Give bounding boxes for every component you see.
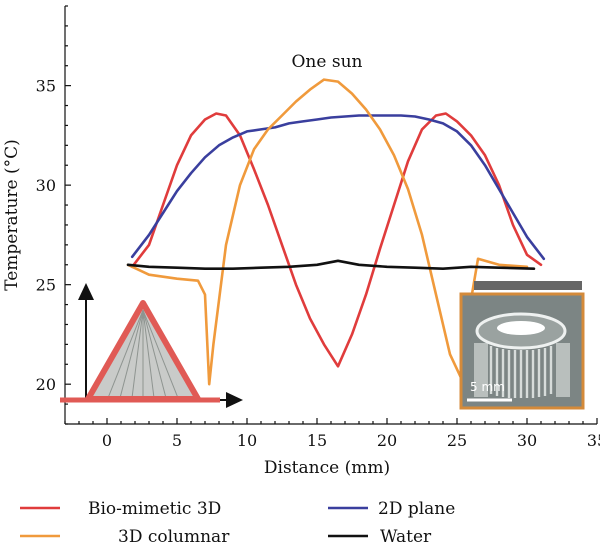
x-tick-label: 35 [587, 431, 600, 450]
legend-label-bio-mimetic-3d: Bio-mimetic 3D [88, 499, 221, 519]
photo-pedestal-right [556, 343, 570, 397]
y-tick-label: 25 [36, 276, 56, 295]
photo-ring-inner [497, 321, 545, 335]
photo-pedestal-left [474, 343, 488, 397]
legend: Bio-mimetic 3D 2D plane 3D columnar Water [20, 499, 455, 547]
x-tick-label: 15 [307, 431, 327, 450]
pyramid-inset [60, 283, 243, 408]
x-axis-label: Distance (mm) [264, 458, 390, 478]
inset-horizontal-arrowhead [226, 392, 243, 408]
x-tick-label: 30 [517, 431, 537, 450]
series-line-2d-plane [130, 114, 546, 261]
y-tick-label: 30 [36, 176, 56, 195]
y-tick-label: 35 [36, 77, 56, 96]
legend-label-3d-columnar: 3D columnar [118, 527, 230, 547]
x-tick-label: 10 [237, 431, 257, 450]
x-tick-label: 0 [102, 431, 112, 450]
photo-scale-label: 5 mm [470, 380, 505, 394]
x-ticks: 0 5 10 15 20 25 30 35 [64, 418, 600, 450]
pyramid-stripes [107, 309, 179, 399]
series-layer [126, 78, 546, 386]
y-ticks: 20 25 30 35 [36, 5, 71, 425]
series-line-3d-columnar [126, 78, 529, 386]
x-tick-label: 20 [377, 431, 397, 450]
series-line-bio-mimetic-3d [130, 112, 543, 368]
photo-top-strip [474, 281, 582, 290]
x-tick-label: 25 [447, 431, 467, 450]
legend-label-2d-plane: 2D plane [378, 499, 455, 519]
series-line-water [126, 259, 536, 271]
inset-vertical-arrowhead [78, 283, 94, 300]
one-sun-annotation: One sun [292, 52, 363, 72]
y-axis-label: Temperature (°C) [2, 139, 22, 291]
device-photo-inset: 5 mm [459, 281, 585, 410]
legend-label-water: Water [380, 527, 432, 547]
y-tick-label: 20 [36, 375, 56, 394]
x-tick-label: 5 [172, 431, 182, 450]
photo-columns [489, 346, 553, 398]
